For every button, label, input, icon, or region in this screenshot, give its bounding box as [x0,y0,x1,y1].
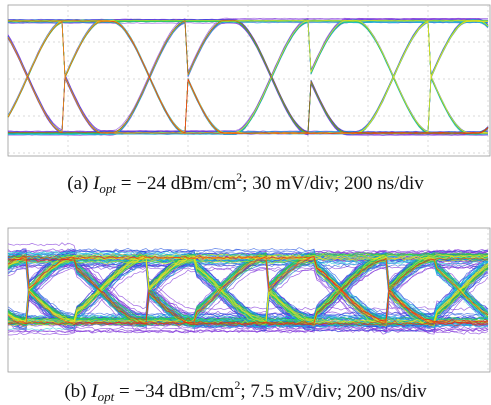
relation: = −24 dBm/cm [121,173,236,194]
settings: ; 7.5 mV/div; 200 ns/div [240,381,426,402]
caption-b: (b) Iopt = −34 dBm/cm2; 7.5 mV/div; 200 … [0,378,491,405]
subscript: opt [99,181,116,196]
label: (b) [64,381,86,402]
settings: ; 30 mV/div; 200 ns/div [242,173,424,194]
label: (a) [67,173,88,194]
eye-diagrams [0,0,491,402]
figure: (a) Iopt = −24 dBm/cm2; 30 mV/div; 200 n… [0,0,491,402]
caption-a: (a) Iopt = −24 dBm/cm2; 30 mV/div; 200 n… [0,170,491,197]
relation: = −34 dBm/cm [119,381,234,402]
